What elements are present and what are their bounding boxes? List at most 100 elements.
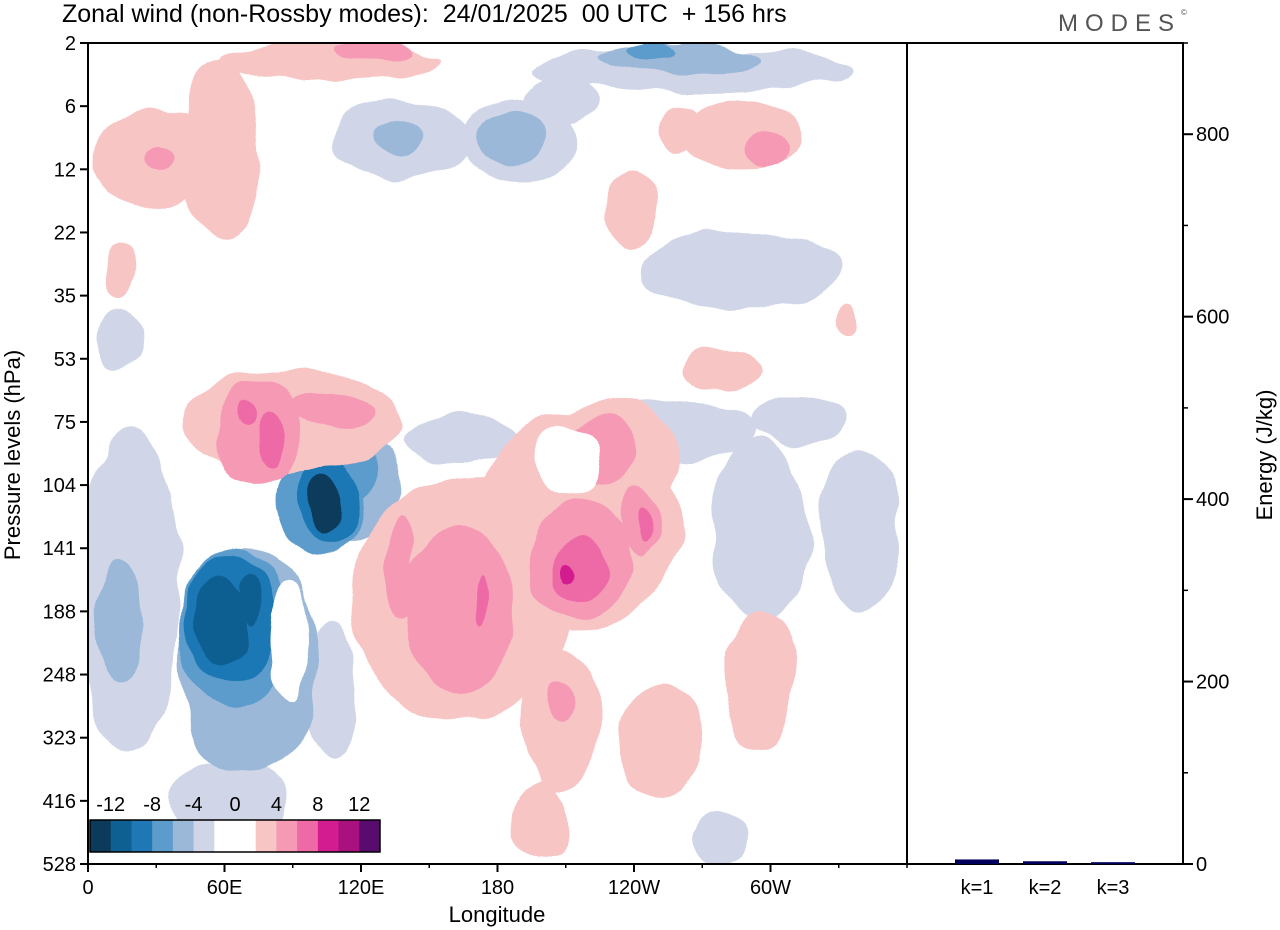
contour-blob bbox=[695, 815, 745, 864]
y-tick-label: 248 bbox=[43, 665, 76, 687]
x-tick-label: 180 bbox=[481, 877, 514, 899]
contour-blob bbox=[95, 310, 145, 370]
y-tick-label: 53 bbox=[54, 349, 76, 371]
y-tick-label: 35 bbox=[54, 286, 76, 308]
contour-blob bbox=[474, 575, 486, 625]
colorbar-swatch bbox=[297, 820, 319, 852]
energy-category-label: k=2 bbox=[1029, 877, 1062, 899]
colorbar-swatch bbox=[276, 820, 298, 852]
contour-blob bbox=[145, 146, 175, 170]
contour-blob bbox=[710, 440, 810, 620]
energy-axis-title: Energy (J/kg) bbox=[1252, 390, 1277, 521]
x-tick-label: 120W bbox=[608, 877, 660, 899]
colorbar-label: -8 bbox=[143, 794, 161, 816]
contour-blob bbox=[375, 117, 425, 153]
contour-blob bbox=[180, 60, 260, 240]
colorbar-label: 0 bbox=[229, 794, 240, 816]
energy-tick-label: 800 bbox=[1196, 124, 1229, 146]
contour-blob bbox=[548, 680, 572, 720]
contour-blob bbox=[605, 175, 655, 245]
colorbar-swatch bbox=[214, 820, 236, 852]
contour-blob bbox=[640, 230, 840, 310]
contour-blob bbox=[660, 105, 700, 155]
contour-blob bbox=[385, 520, 415, 620]
contour-blob bbox=[405, 530, 515, 690]
energy-bar bbox=[1023, 861, 1067, 864]
contour-blob bbox=[755, 395, 845, 445]
energy-bars: k=1 k=2 k=3 bbox=[955, 859, 1135, 899]
contour-blob bbox=[290, 395, 370, 425]
colorbar-swatch bbox=[90, 820, 112, 852]
contour-blob bbox=[105, 240, 135, 300]
contour-blob bbox=[820, 450, 900, 610]
contour-blob bbox=[510, 780, 570, 860]
contour-blob bbox=[625, 44, 675, 60]
contour-blob bbox=[270, 580, 310, 700]
energy-frame bbox=[906, 42, 1184, 865]
contour-blob bbox=[95, 560, 145, 680]
energy-tick-label: 200 bbox=[1196, 672, 1229, 694]
colorbar-label: -12 bbox=[96, 794, 125, 816]
brand-text: MODES bbox=[1058, 10, 1182, 37]
contour-blob bbox=[200, 690, 280, 770]
contour-blob bbox=[680, 350, 760, 390]
contour-blob bbox=[335, 43, 415, 60]
energy-tick-label: 400 bbox=[1196, 489, 1229, 511]
colorbar: -12 -8 -4 0 4 8 12 bbox=[89, 794, 381, 853]
colorbar-swatch bbox=[255, 820, 277, 852]
contour-blob bbox=[520, 75, 600, 125]
y-tick-label: 188 bbox=[43, 601, 76, 623]
brand-mark: © bbox=[1181, 8, 1187, 17]
contour-blob bbox=[310, 475, 340, 535]
y-tick-label: 6 bbox=[65, 96, 76, 118]
zonal-wind-field bbox=[88, 43, 900, 864]
y-axis-title: Pressure levels (hPa) bbox=[0, 350, 25, 560]
contour-blob bbox=[475, 115, 545, 165]
contour-blob bbox=[555, 535, 605, 605]
colorbar-label: 4 bbox=[271, 794, 282, 816]
colorbar-swatch bbox=[172, 820, 195, 852]
brand-logo: MODES© bbox=[1058, 8, 1187, 38]
contour-blob bbox=[400, 415, 520, 465]
contour-blob bbox=[563, 565, 577, 585]
contour-blob bbox=[725, 610, 795, 750]
energy-tick-label: 0 bbox=[1196, 854, 1207, 876]
energy-bar bbox=[955, 859, 999, 864]
colorbar-swatch bbox=[235, 820, 257, 852]
energy-axis: 0 200 400 600 800 bbox=[1183, 42, 1229, 876]
colorbar-swatch bbox=[131, 820, 153, 852]
y-tick-label: 75 bbox=[54, 412, 76, 434]
y-tick-label: 22 bbox=[54, 222, 76, 244]
chart-title: Zonal wind (non-Rossby modes): 24/01/202… bbox=[62, 0, 787, 28]
contour-blob bbox=[540, 425, 600, 495]
x-tick-label: 60W bbox=[750, 877, 791, 899]
contour-blob bbox=[240, 575, 260, 625]
colorbar-swatch bbox=[193, 820, 215, 852]
colorbar-swatch bbox=[152, 820, 174, 852]
colorbar-swatch bbox=[359, 820, 381, 852]
y-tick-label: 323 bbox=[43, 728, 76, 750]
x-axis: 0 60E 120E 180 120W 60W bbox=[82, 864, 908, 899]
y-tick-label: 104 bbox=[43, 475, 76, 497]
colorbar-label: 12 bbox=[348, 794, 370, 816]
energy-category-label: k=3 bbox=[1097, 877, 1130, 899]
colorbar-swatch bbox=[317, 820, 340, 852]
colorbar-swatch bbox=[338, 820, 360, 852]
x-tick-label: 0 bbox=[82, 877, 93, 899]
y-axis: 2 6 12 22 35 53 75 104 141 188 248 323 416 528 bbox=[43, 33, 88, 876]
contour-blob bbox=[743, 130, 787, 166]
contour-blob bbox=[600, 44, 760, 72]
y-tick-label: 141 bbox=[43, 538, 76, 560]
contour-blob bbox=[255, 415, 285, 465]
colorbar-label: 8 bbox=[312, 794, 323, 816]
contour-blob bbox=[838, 302, 862, 338]
energy-category-label: k=1 bbox=[961, 877, 994, 899]
x-tick-label: 120E bbox=[338, 877, 385, 899]
contour-blob bbox=[620, 680, 700, 800]
y-tick-label: 528 bbox=[43, 854, 76, 876]
colorbar-frame bbox=[89, 819, 381, 853]
y-tick-label: 12 bbox=[54, 159, 76, 181]
contour-blob bbox=[195, 575, 245, 665]
contour-blob bbox=[235, 401, 255, 429]
